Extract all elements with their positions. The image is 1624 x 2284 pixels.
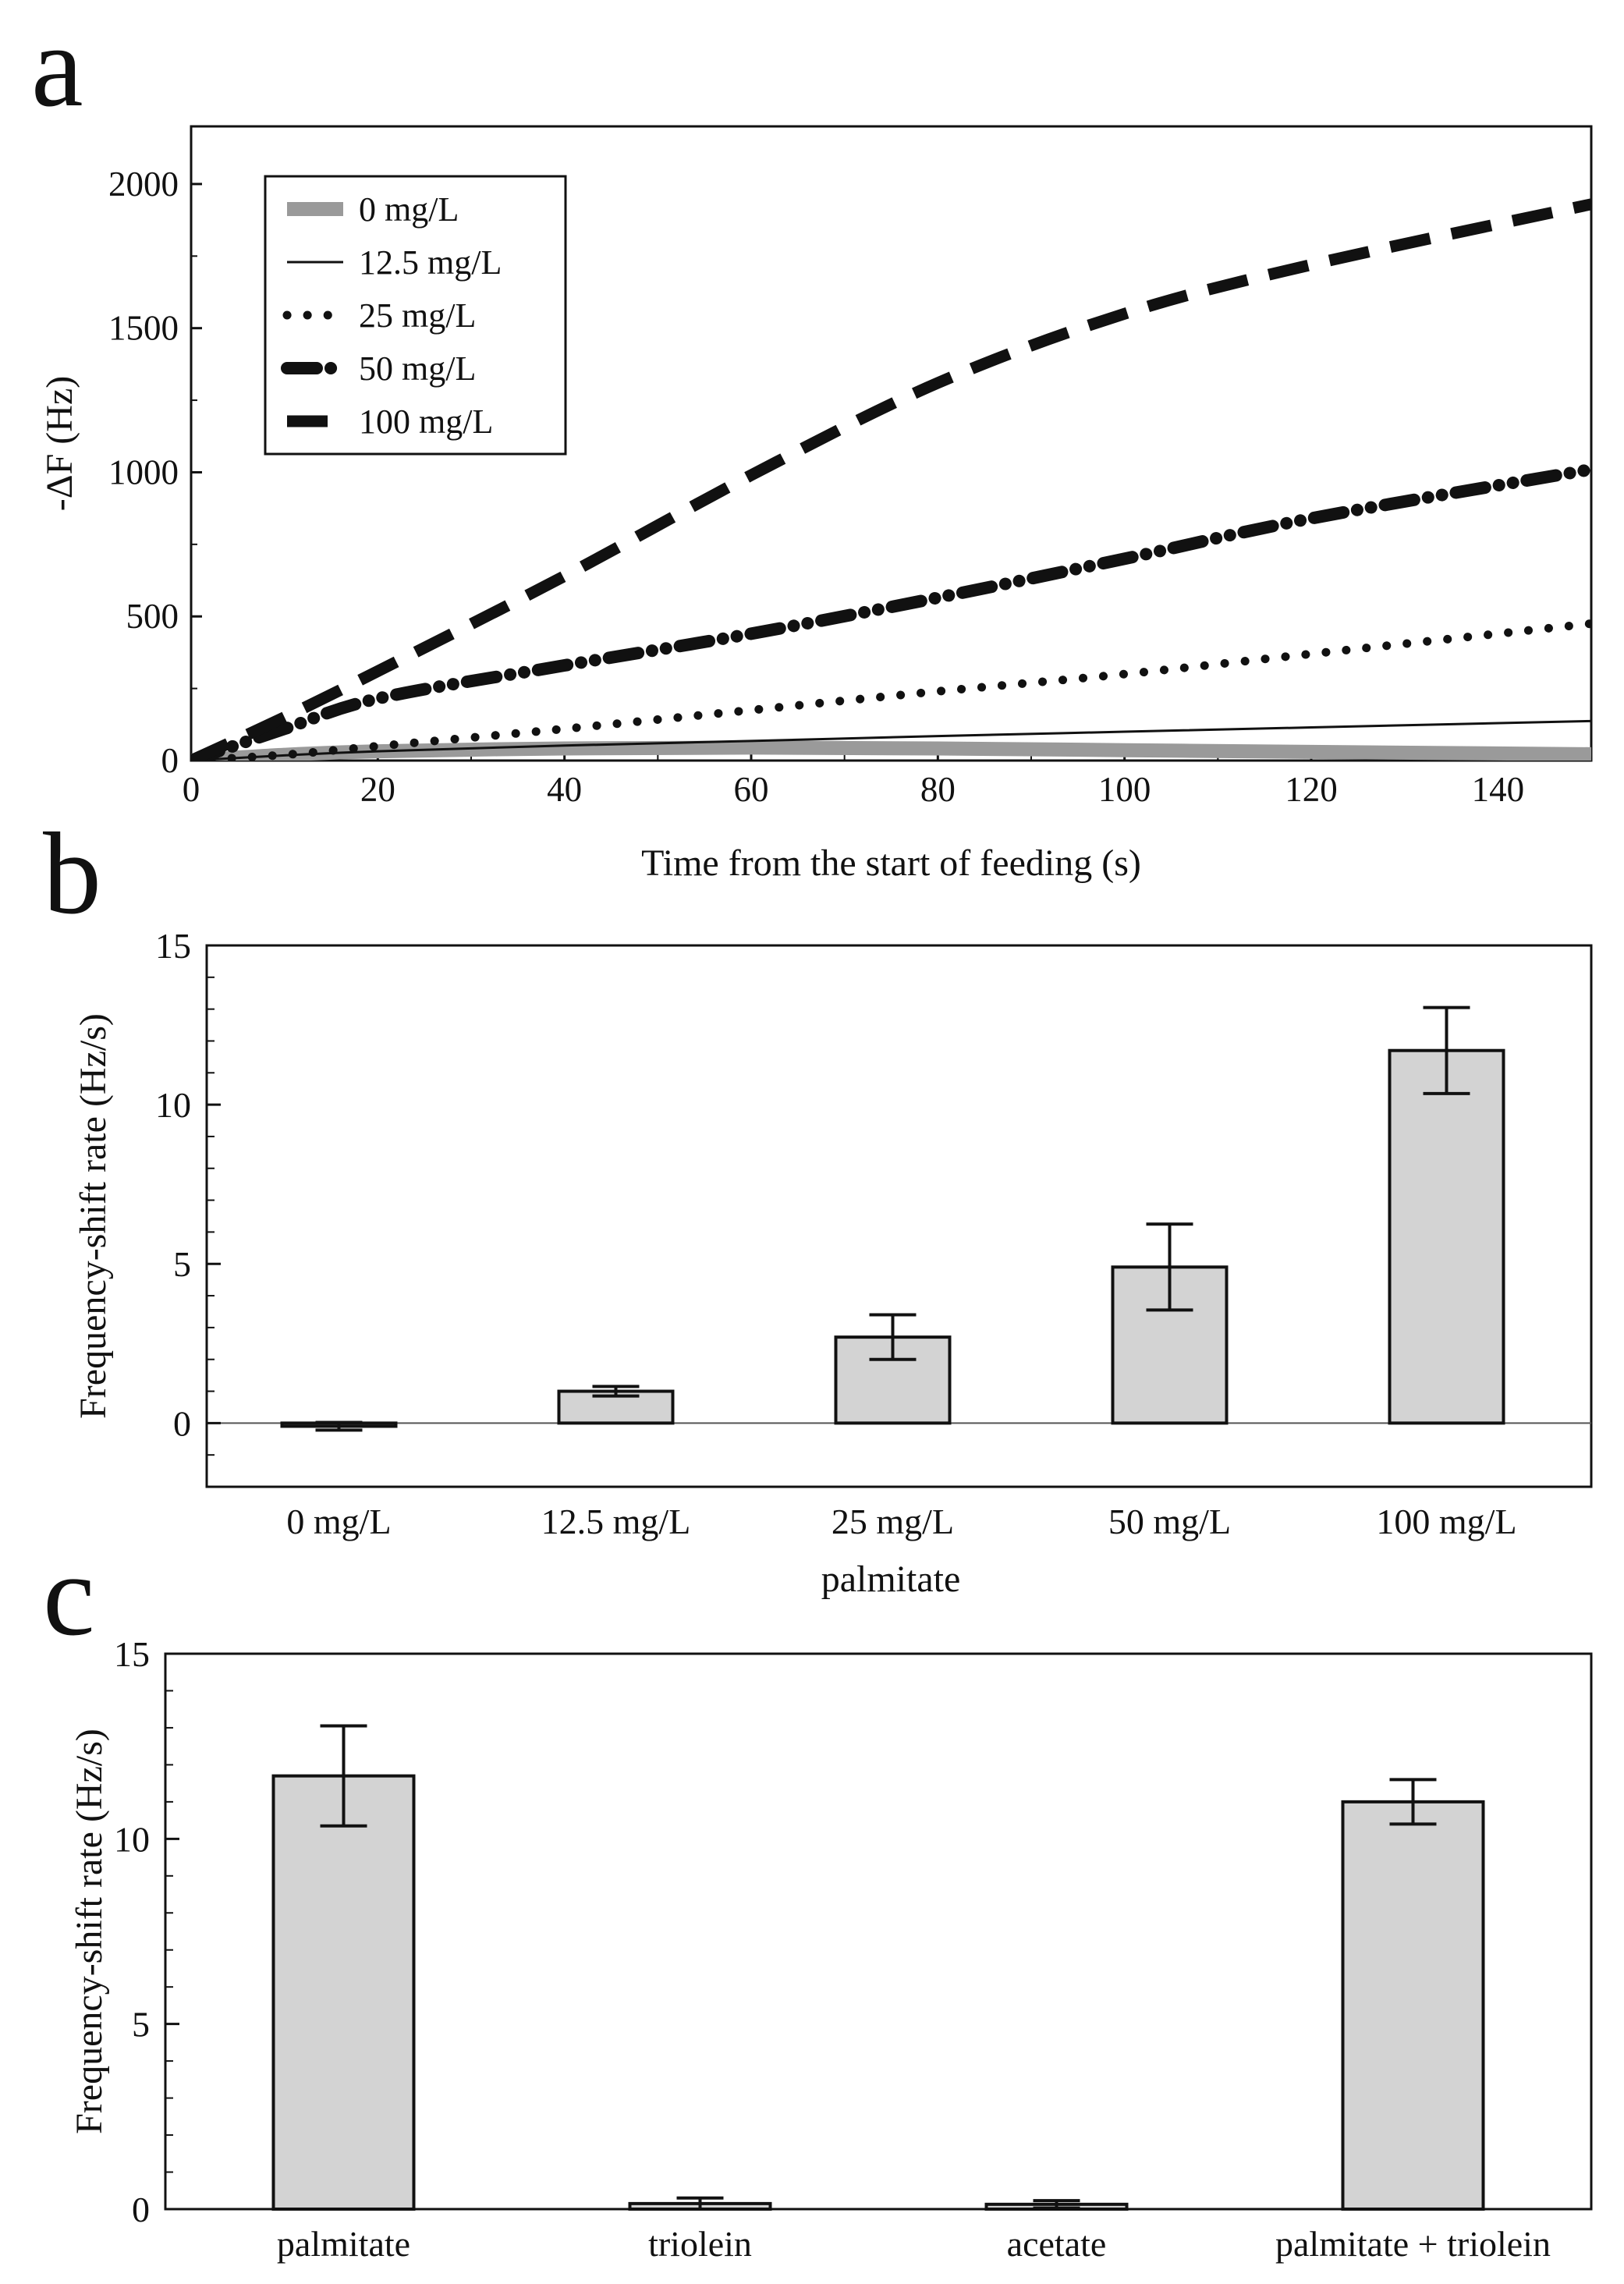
category-label: 100 mg/L: [1376, 1502, 1516, 1541]
bar: [271, 1774, 416, 2211]
panel-label-a: a: [31, 2, 83, 131]
y-axis-label: -ΔF (Hz): [39, 376, 80, 511]
x-tick-label: 80: [920, 770, 956, 809]
bar: [557, 1389, 675, 1425]
category-label: 0 mg/L: [286, 1502, 391, 1541]
x-tick-label: 20: [360, 770, 395, 809]
panel-label-b: b: [43, 809, 101, 938]
plot-frame: [164, 1652, 1593, 2211]
y-tick-label: 500: [126, 597, 179, 636]
category-label: 50 mg/L: [1108, 1502, 1231, 1541]
panel-a-line-chart: 0 20 40 60 80 100 120 140 0 500 1000 1500 2000 Time f…: [39, 125, 1593, 884]
category-label: 25 mg/L: [832, 1502, 954, 1541]
legend-0mgL-label: 0 mg/L: [359, 190, 459, 229]
y-tick-label: 10: [155, 1085, 191, 1125]
category-label: 12.5 mg/L: [541, 1502, 691, 1541]
legend-25mgL-label: 25 mg/L: [359, 296, 476, 335]
x-tick-label: 0: [183, 770, 200, 809]
y-tick-label: 15: [155, 926, 191, 966]
legend-100mgL-label: 100 mg/L: [359, 403, 493, 441]
series-50mgL-line: [191, 463, 1591, 761]
x-axis-label: palmitate: [821, 1559, 961, 1600]
bar: [1341, 1800, 1485, 2211]
x-axis-label: Time from the start of feeding (s): [641, 842, 1141, 884]
series-100mgL-line: [191, 198, 1591, 761]
y-tick-label: 15: [114, 1634, 150, 1674]
panel-label-c: c: [43, 1530, 95, 1660]
category-label: triolein: [648, 2224, 752, 2264]
y-tick-label: 1000: [108, 452, 179, 491]
y-tick-label: 0: [161, 741, 179, 780]
y-tick-label: 2000: [108, 165, 179, 204]
category-label: palmitate + triolein: [1275, 2224, 1551, 2264]
panel-c-bar-chart: 0 5 10 15 palmitate triolein acetate palmitate …: [69, 1634, 1593, 2264]
plot-frame: [190, 125, 1593, 762]
legend-50mgL-label: 50 mg/L: [359, 349, 476, 388]
y-axis-label: Frequency-shift rate (Hz/s): [69, 1729, 110, 2134]
y-axis-label: Frequency-shift rate (Hz/s): [73, 1013, 114, 1419]
y-tick-label: 5: [173, 1244, 191, 1284]
x-tick-label: 40: [547, 770, 582, 809]
series-25mgL-line: [191, 619, 1591, 761]
legend-box: [264, 175, 567, 456]
y-tick-label: 0: [173, 1403, 191, 1443]
x-tick-label: 140: [1472, 770, 1525, 809]
y-tick-label: 10: [114, 1819, 150, 1859]
bar: [1388, 1048, 1505, 1425]
category-label: palmitate: [277, 2224, 410, 2264]
y-tick-label: 1500: [108, 309, 179, 348]
plot-frame: [205, 944, 1593, 1488]
panel-b-bar-chart: 0 5 10 15 0 mg/L 12.5 mg/L 25 mg/L 50 mg/L 100 m…: [73, 926, 1593, 1600]
legend-12-5mgL-label: 12.5 mg/L: [359, 243, 502, 282]
x-tick-label: 120: [1285, 770, 1338, 809]
category-label: acetate: [1007, 2224, 1107, 2264]
y-tick-label: 5: [132, 2005, 150, 2045]
x-tick-label: 60: [734, 770, 769, 809]
y-tick-label: 0: [132, 2190, 150, 2229]
x-tick-label: 100: [1098, 770, 1151, 809]
